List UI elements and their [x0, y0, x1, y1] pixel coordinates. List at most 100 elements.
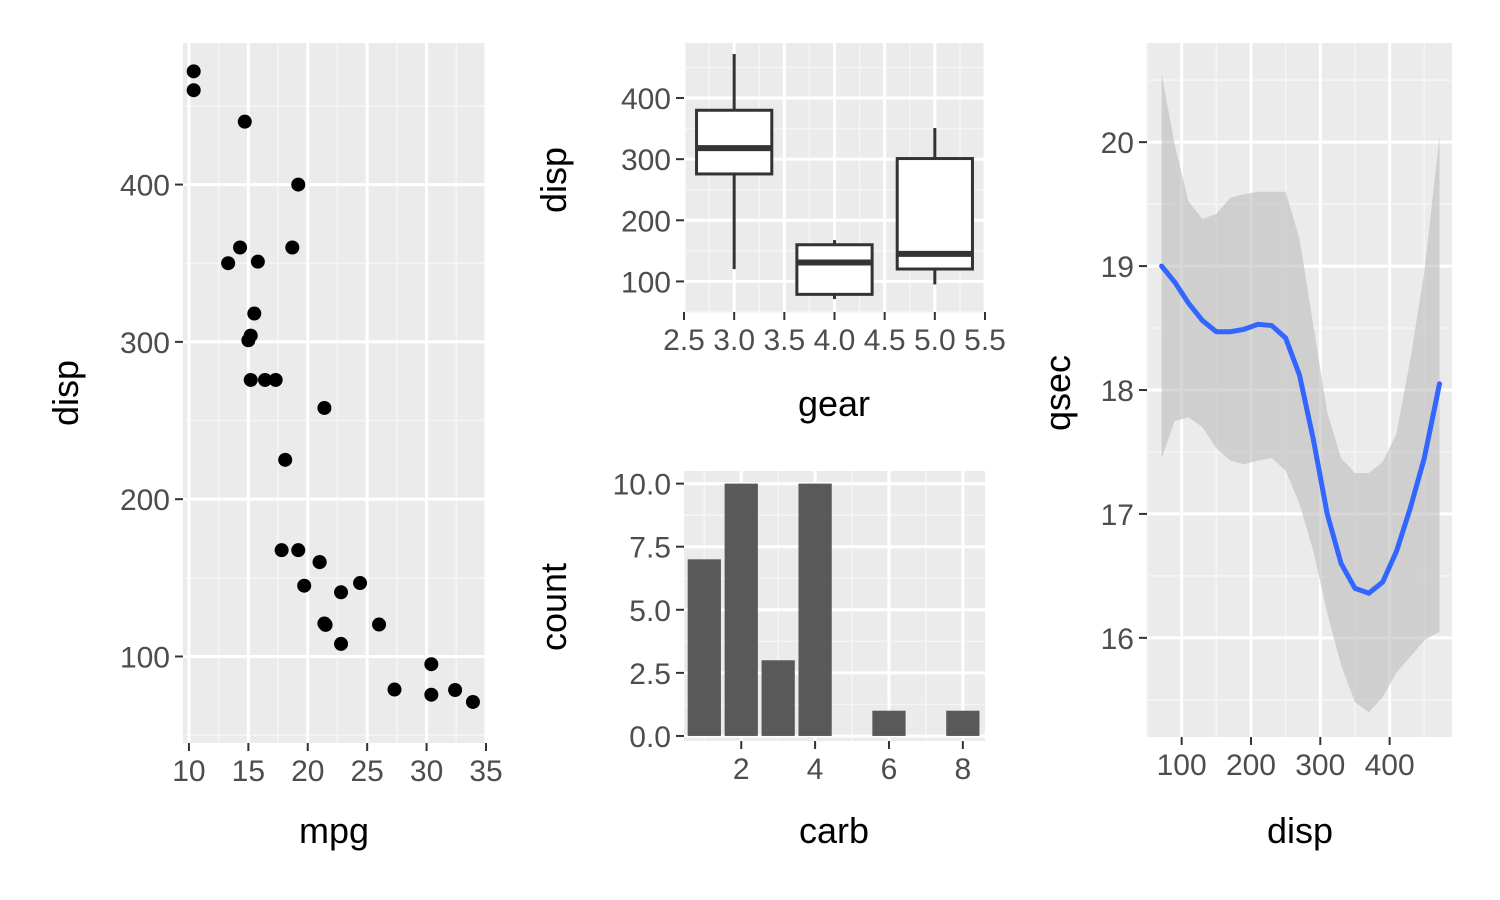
scatter-point	[285, 240, 300, 255]
scatter-point	[250, 254, 265, 269]
scatter-point	[465, 694, 480, 709]
y-tick-label: 100	[621, 266, 671, 299]
y-tick-label: 0.0	[629, 721, 671, 754]
scatter-points	[186, 64, 480, 709]
x-tick-label: 4.0	[814, 324, 856, 357]
bar-carb-4	[798, 483, 832, 736]
y-tick-label: 200	[621, 205, 671, 238]
scatter-point	[241, 333, 256, 348]
smooth-axes: 16 17 18 19 20 100 200 300 400	[1101, 127, 1415, 782]
bar-carb-1	[687, 559, 721, 736]
scatter-point	[387, 682, 402, 697]
scatter-plot-background	[183, 43, 486, 743]
bar-bars	[687, 483, 980, 736]
x-tick-label: 2.5	[663, 324, 705, 357]
x-tick-label: 4	[807, 753, 824, 786]
y-tick-label: 7.5	[629, 532, 671, 565]
boxplot-axes: 100 200 300 400 2.5 3.0 3.5 4.0 4.5 5.0 5.5	[621, 83, 1006, 357]
scatter-point	[291, 543, 306, 558]
scatter-point	[233, 240, 248, 255]
y-tick-label: 5.0	[629, 595, 671, 628]
y-tick-label: 19	[1101, 251, 1134, 284]
y-tick-label: 200	[120, 484, 170, 517]
scatter-point	[424, 687, 439, 702]
scatter-point	[448, 682, 463, 697]
bar-carb-8	[946, 710, 980, 736]
x-tick-label: 6	[881, 753, 898, 786]
x-tick-label: 3.0	[713, 324, 755, 357]
x-tick-label: 8	[954, 753, 971, 786]
x-tick-label: 200	[1226, 749, 1276, 782]
scatter-point	[268, 372, 283, 387]
scatter-x-axis-title: mpg	[299, 810, 369, 851]
scatter-point	[334, 585, 349, 600]
boxplot-y-axis-title: disp	[533, 147, 574, 213]
boxplot-x-axis-title: gear	[798, 383, 870, 424]
scatter-point	[424, 657, 439, 672]
scatter-point	[243, 372, 258, 387]
y-tick-label: 2.5	[629, 658, 671, 691]
scatter-point	[257, 372, 272, 387]
scatter-point	[237, 114, 252, 129]
scatter-axes: 100 200 300 400 10 15 20 25 30 35	[120, 170, 503, 788]
scatter-point	[278, 452, 293, 467]
x-tick-label: 300	[1295, 749, 1345, 782]
y-tick-label: 100	[120, 641, 170, 674]
smooth-y-axis-title: qsec	[1037, 355, 1078, 431]
bar-carb-3	[761, 660, 795, 736]
scatter-gridlines	[183, 43, 488, 743]
bar-carb-2	[724, 483, 758, 736]
x-tick-label: 10	[172, 755, 205, 788]
y-tick-label: 20	[1101, 127, 1134, 160]
x-tick-label: 100	[1157, 749, 1207, 782]
smooth-line	[1159, 263, 1443, 596]
bar-carb-6	[872, 710, 906, 736]
y-tick-label: 18	[1101, 375, 1134, 408]
scatter-point	[291, 177, 306, 192]
y-tick-label: 400	[621, 83, 671, 116]
box-gear-5	[895, 127, 974, 285]
bar-y-axis-title: count	[533, 563, 574, 651]
scatter-point	[274, 543, 289, 558]
scatter-point	[247, 306, 262, 321]
scatter-point	[297, 578, 312, 593]
x-tick-label: 400	[1365, 749, 1415, 782]
scatter-panel: 100 200 300 400 10 15 20 25 30 35 mpg disp	[45, 43, 503, 851]
scatter-point	[312, 555, 327, 570]
y-tick-label: 10.0	[613, 469, 671, 502]
x-tick-label: 4.5	[864, 324, 906, 357]
boxplot-panel: 100 200 300 400 2.5 3.0 3.5 4.0 4.5 5.0 5.5 gear d…	[533, 43, 1006, 424]
confidence-ribbon	[1161, 73, 1440, 713]
x-tick-label: 3.5	[763, 324, 805, 357]
scatter-y-axis-title: disp	[45, 360, 86, 426]
bar-panel: 0.0 2.5 5.0 7.5 10.0 2 4 6 8 carb count	[533, 469, 985, 851]
smooth-x-axis-title: disp	[1267, 810, 1333, 851]
scatter-point	[221, 256, 236, 271]
boxplot-boxes	[695, 54, 974, 300]
scatter-point	[317, 400, 332, 415]
x-tick-label: 5.5	[964, 324, 1006, 357]
scatter-point	[186, 64, 201, 79]
box-gear-3	[695, 54, 774, 270]
bar-axes: 0.0 2.5 5.0 7.5 10.0 2 4 6 8	[613, 469, 972, 786]
x-tick-label: 5.0	[914, 324, 956, 357]
scatter-point	[186, 83, 201, 98]
bar-x-axis-title: carb	[799, 810, 869, 851]
x-tick-label: 35	[469, 755, 502, 788]
y-tick-label: 300	[120, 327, 170, 360]
box-body	[695, 108, 774, 176]
scatter-point	[317, 616, 332, 631]
box-body	[795, 243, 874, 296]
box-gear-4	[795, 240, 874, 300]
smooth-line-and-ribbon	[1159, 73, 1443, 713]
scatter-point	[372, 617, 387, 632]
x-tick-label: 30	[410, 755, 443, 788]
y-tick-label: 400	[120, 170, 170, 203]
y-tick-label: 300	[621, 144, 671, 177]
scatter-point	[353, 576, 368, 591]
x-tick-label: 25	[350, 755, 383, 788]
x-tick-label: 15	[232, 755, 265, 788]
y-tick-label: 17	[1101, 499, 1134, 532]
x-tick-label: 2	[733, 753, 750, 786]
